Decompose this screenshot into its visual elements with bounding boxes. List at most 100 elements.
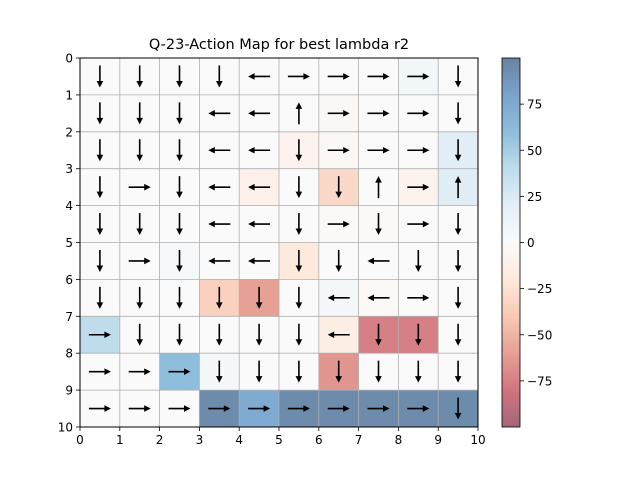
arrow-right-icon <box>168 368 191 375</box>
arrow-down-icon <box>454 286 462 309</box>
y-tick-label: 0 <box>65 52 73 66</box>
arrow-down-icon <box>454 360 462 383</box>
arrow-left-icon <box>248 146 271 154</box>
arrow-down-icon <box>295 360 303 383</box>
arrow-right-icon <box>367 73 390 80</box>
arrow-left-icon <box>248 110 271 117</box>
arrow-down-icon <box>295 323 303 346</box>
arrow-right-icon <box>367 110 390 117</box>
arrow-right-icon <box>367 405 390 412</box>
x-tick-label: 0 <box>76 433 84 447</box>
arrow-down-icon <box>136 213 143 236</box>
arrow-up-icon <box>375 176 382 199</box>
arrow-down-icon <box>96 286 104 309</box>
arrow-right-icon <box>407 110 430 117</box>
arrow-down-icon <box>255 323 263 346</box>
x-tick-label: 8 <box>395 433 403 447</box>
arrow-down-icon <box>96 65 104 88</box>
arrow-right-icon <box>208 405 231 412</box>
arrow-left-icon <box>208 183 231 191</box>
arrow-right-icon <box>407 220 430 228</box>
arrow-down-icon <box>454 397 462 420</box>
arrow-down-icon <box>136 139 143 162</box>
colorbar-tick-label: 50 <box>527 144 542 158</box>
arrow-down-icon <box>295 286 303 309</box>
arrow-down-icon <box>216 360 223 383</box>
arrow-down-icon <box>295 176 303 199</box>
x-tick-label: 3 <box>196 433 204 447</box>
arrow-left-icon <box>208 146 231 154</box>
colorbar-axis: 75 50 25 0 −25 −50 −75 <box>520 98 552 388</box>
arrow-down-icon <box>96 249 104 272</box>
arrow-right-icon <box>128 257 151 265</box>
x-tick-label: 1 <box>116 433 124 447</box>
arrow-right-icon <box>287 405 310 412</box>
x-tick-label: 4 <box>235 433 243 447</box>
arrow-right-icon <box>88 331 111 339</box>
arrow-down-icon <box>295 213 303 236</box>
arrow-left-icon <box>208 110 231 117</box>
arrow-left-icon <box>208 257 231 265</box>
arrow-left-icon <box>248 220 271 228</box>
arrow-right-icon <box>327 220 350 228</box>
arrow-right-icon <box>407 183 430 191</box>
arrow-left-icon <box>327 331 350 339</box>
arrow-left-icon <box>208 220 231 228</box>
arrow-down-icon <box>415 323 422 346</box>
colorbar <box>501 57 521 428</box>
arrow-down-icon <box>96 139 104 162</box>
arrow-right-icon <box>407 294 430 302</box>
arrow-right-icon <box>128 183 151 191</box>
arrow-down-icon <box>375 213 382 236</box>
x-tick-label: 9 <box>434 433 442 447</box>
arrow-down-icon <box>176 139 183 162</box>
arrow-down-icon <box>415 249 422 272</box>
colorbar-tick-label: 0 <box>527 236 535 250</box>
grid-lines <box>80 58 478 427</box>
arrow-down-icon <box>176 323 183 346</box>
arrow-down-icon <box>295 249 303 272</box>
arrow-down-icon <box>454 102 462 125</box>
arrow-down-icon <box>255 360 263 383</box>
arrow-right-icon <box>327 73 350 80</box>
arrow-down-icon <box>136 102 143 125</box>
arrow-down-icon <box>335 249 342 272</box>
x-tick-label: 5 <box>275 433 283 447</box>
y-tick-label: 7 <box>65 310 73 324</box>
arrow-down-icon <box>136 65 143 88</box>
arrow-right-icon <box>287 73 310 80</box>
arrow-down-icon <box>176 286 183 309</box>
arrow-down-icon <box>454 213 462 236</box>
arrow-down-icon <box>454 65 462 88</box>
y-tick-label: 5 <box>65 236 73 250</box>
arrow-down-icon <box>96 102 104 125</box>
x-axis: 0 1 2 3 4 5 6 7 8 9 10 <box>76 427 486 447</box>
arrow-down-icon <box>454 139 462 162</box>
y-tick-label: 3 <box>65 162 73 176</box>
arrow-left-icon <box>327 294 350 302</box>
y-tick-label: 4 <box>65 199 73 213</box>
arrow-down-icon <box>295 139 303 162</box>
x-tick-label: 6 <box>315 433 323 447</box>
colorbar-tick-label: −25 <box>527 282 552 296</box>
colorbar-tick-label: −75 <box>527 374 552 388</box>
arrow-left-icon <box>248 183 271 191</box>
arrow-right-icon <box>128 405 151 412</box>
arrow-right-icon <box>407 73 430 80</box>
colorbar-tick-label: −50 <box>527 328 552 342</box>
arrow-down-icon <box>176 213 183 236</box>
arrow-down-icon <box>375 360 382 383</box>
arrow-down-icon <box>176 249 183 272</box>
arrow-up-icon <box>295 102 303 125</box>
arrow-right-icon <box>327 405 350 412</box>
arrow-down-icon <box>216 323 223 346</box>
arrow-down-icon <box>454 249 462 272</box>
y-tick-label: 9 <box>65 384 73 398</box>
arrow-down-icon <box>415 360 422 383</box>
colorbar-tick-label: 25 <box>527 190 542 204</box>
arrow-right-icon <box>128 368 151 375</box>
arrow-down-icon <box>136 286 143 309</box>
arrow-up-icon <box>454 176 462 199</box>
arrow-left-icon <box>248 257 271 265</box>
